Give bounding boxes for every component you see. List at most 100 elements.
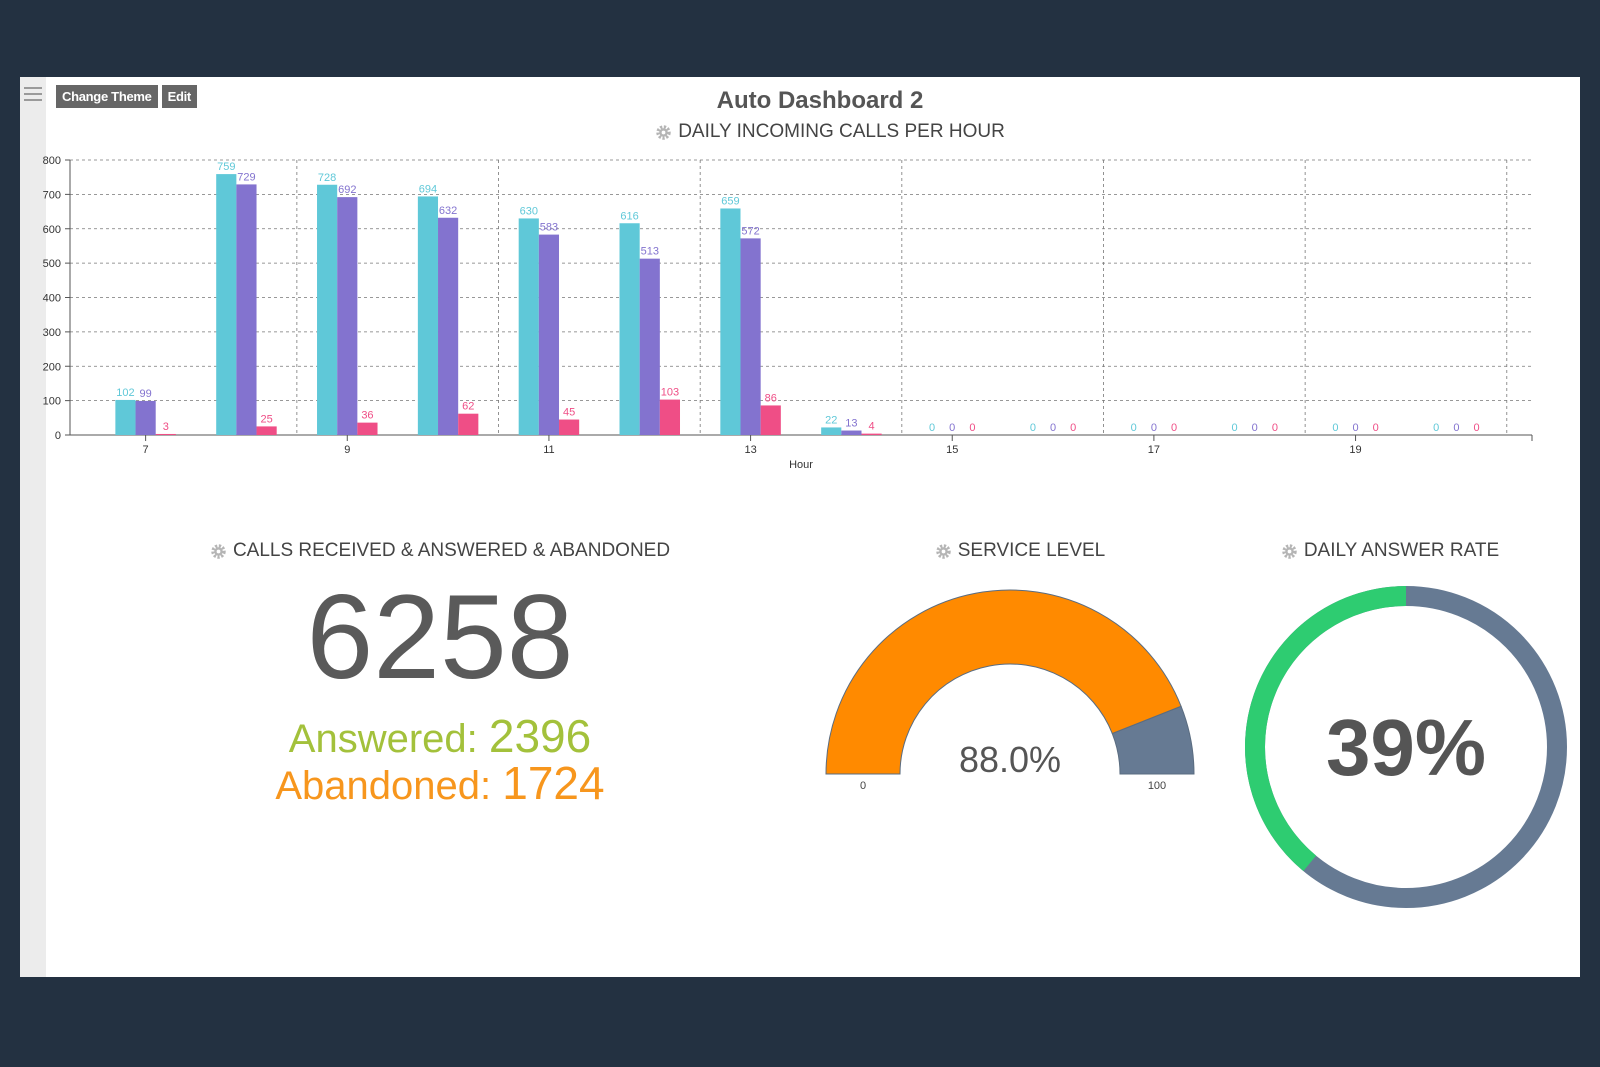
data-label: 45 bbox=[563, 407, 575, 419]
abandoned-label: Abandoned: bbox=[275, 764, 492, 808]
bar-series-1 bbox=[417, 196, 439, 435]
y-tick-label: 700 bbox=[43, 189, 61, 201]
data-label: 86 bbox=[765, 392, 777, 404]
gear-icon[interactable] bbox=[655, 124, 672, 141]
data-label: 0 bbox=[1131, 422, 1137, 434]
data-label: 659 bbox=[721, 195, 739, 207]
x-tick-label: 13 bbox=[744, 444, 756, 456]
hourly-chart-title: DAILY INCOMING CALLS PER HOUR bbox=[520, 121, 1140, 143]
gauge-value-arc bbox=[825, 589, 1182, 775]
gear-icon[interactable] bbox=[935, 543, 952, 560]
change-theme-button[interactable]: Change Theme bbox=[56, 85, 158, 108]
edit-button[interactable]: Edit bbox=[161, 85, 197, 108]
gauge-min-label: 0 bbox=[860, 780, 866, 792]
data-label: 572 bbox=[741, 225, 759, 237]
data-label: 4 bbox=[869, 421, 875, 433]
data-label: 729 bbox=[237, 171, 255, 183]
bar-series-3 bbox=[559, 419, 580, 435]
bar-series-3 bbox=[256, 426, 277, 435]
data-label: 632 bbox=[439, 205, 457, 217]
gauge-max-label: 100 bbox=[1148, 780, 1166, 792]
data-label: 102 bbox=[116, 387, 134, 399]
y-tick-label: 800 bbox=[43, 155, 61, 167]
answered-stat: Answered: 2396 bbox=[180, 713, 700, 759]
y-tick-label: 300 bbox=[43, 327, 61, 339]
y-tick-label: 0 bbox=[55, 430, 61, 442]
data-label: 692 bbox=[338, 184, 356, 196]
data-label: 103 bbox=[661, 387, 679, 399]
y-tick-label: 100 bbox=[43, 396, 61, 408]
data-label: 0 bbox=[1352, 422, 1358, 434]
data-label: 0 bbox=[929, 422, 935, 434]
data-label: 0 bbox=[1433, 422, 1439, 434]
x-tick-label: 9 bbox=[344, 444, 350, 456]
y-tick-label: 200 bbox=[43, 361, 61, 373]
gear-icon[interactable] bbox=[210, 543, 227, 560]
data-label: 22 bbox=[825, 414, 837, 426]
x-tick-label: 11 bbox=[543, 444, 554, 456]
data-label: 13 bbox=[845, 418, 857, 430]
bar-series-3 bbox=[760, 405, 781, 435]
bar-series-1 bbox=[216, 174, 237, 435]
data-label: 36 bbox=[361, 410, 373, 422]
data-label: 99 bbox=[139, 388, 151, 400]
bar-series-1 bbox=[619, 223, 640, 435]
dashboard-title: Auto Dashboard 2 bbox=[716, 87, 924, 114]
bar-series-1 bbox=[720, 208, 741, 435]
sidebar-strip bbox=[20, 77, 46, 977]
bar-series-3 bbox=[659, 399, 681, 435]
bar-series-3 bbox=[155, 433, 176, 435]
gauge-remaining-arc bbox=[1111, 705, 1195, 775]
bar-series-2 bbox=[236, 184, 257, 435]
data-label: 583 bbox=[540, 222, 558, 234]
data-label: 0 bbox=[1332, 422, 1338, 434]
bar-series-3 bbox=[357, 422, 378, 435]
data-label: 0 bbox=[1453, 422, 1459, 434]
data-label: 0 bbox=[1231, 422, 1237, 434]
answer-rate-title-text: DAILY ANSWER RATE bbox=[1303, 540, 1500, 561]
donut-value-arc bbox=[1245, 586, 1407, 872]
gauge-value-text: 88.0% bbox=[959, 739, 1061, 780]
toolbar: Change Theme Edit bbox=[56, 85, 197, 108]
service-level-title: SERVICE LEVEL bbox=[840, 540, 1200, 562]
y-tick-label: 400 bbox=[43, 293, 61, 305]
x-tick-label: 15 bbox=[946, 444, 958, 456]
donut-value-text: 39% bbox=[1326, 703, 1486, 792]
calls-panel-title-text: CALLS RECEIVED & ANSWERED & ABANDONED bbox=[232, 540, 671, 561]
answer-rate-donut: 39% bbox=[1245, 586, 1567, 908]
bar-series-3 bbox=[458, 413, 479, 435]
x-tick-label: 7 bbox=[143, 444, 149, 456]
bar-series-2 bbox=[740, 238, 761, 435]
bar-series-3 bbox=[861, 433, 882, 435]
data-label: 0 bbox=[949, 422, 955, 434]
answer-rate-title: DAILY ANSWER RATE bbox=[1210, 540, 1570, 562]
dashboard-app: Change Theme Edit Auto Dashboard 2 DAILY… bbox=[20, 77, 1580, 977]
bar-series-1 bbox=[317, 184, 338, 435]
service-level-title-text: SERVICE LEVEL bbox=[957, 540, 1106, 561]
answered-value: 2396 bbox=[488, 710, 592, 762]
data-label: 0 bbox=[1030, 422, 1036, 434]
abandoned-stat: Abandoned: 1724 bbox=[180, 760, 700, 806]
hourly-chart-title-text: DAILY INCOMING CALLS PER HOUR bbox=[678, 121, 1005, 142]
data-label: 0 bbox=[1151, 422, 1157, 434]
data-label: 513 bbox=[641, 246, 659, 258]
x-axis-label: Hour bbox=[789, 459, 813, 471]
data-label: 694 bbox=[419, 183, 437, 195]
gear-icon[interactable] bbox=[1281, 543, 1298, 560]
data-label: 0 bbox=[1070, 422, 1076, 434]
abandoned-value: 1724 bbox=[502, 757, 605, 809]
bar-series-1 bbox=[821, 427, 842, 435]
data-label: 3 bbox=[163, 421, 169, 433]
data-label: 0 bbox=[1171, 422, 1177, 434]
data-label: 0 bbox=[1252, 422, 1258, 434]
y-tick-label: 600 bbox=[43, 224, 61, 236]
data-label: 0 bbox=[1373, 422, 1379, 434]
data-label: 759 bbox=[217, 161, 235, 173]
data-label: 728 bbox=[318, 172, 336, 184]
bar-series-2 bbox=[337, 197, 358, 435]
bar-series-2 bbox=[639, 258, 660, 435]
bar-series-2 bbox=[841, 430, 862, 435]
bar-series-1 bbox=[518, 218, 539, 435]
hamburger-menu-icon[interactable] bbox=[24, 87, 42, 101]
